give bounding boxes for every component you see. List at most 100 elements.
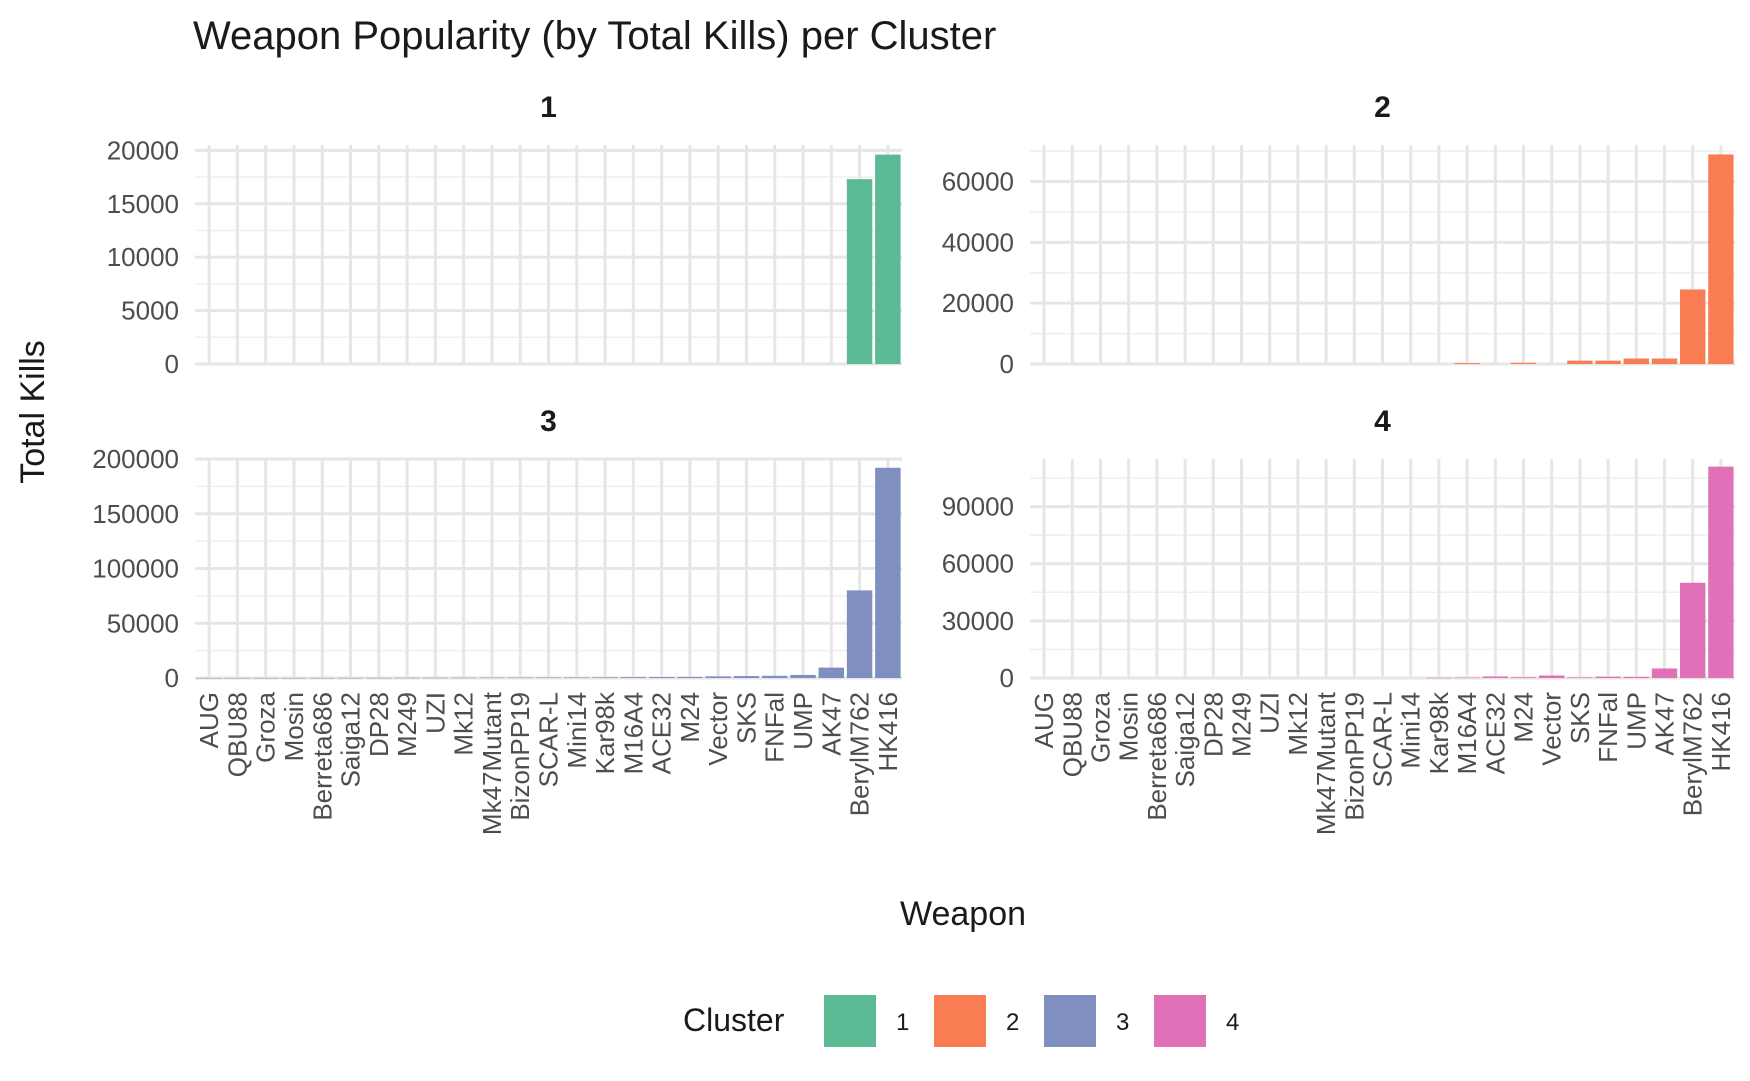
bar-ACE32 (1482, 676, 1508, 678)
bar-M24 (1510, 362, 1537, 364)
x-tick-label: BizonPP19 (1339, 692, 1369, 821)
x-tick-label: HK416 (1706, 692, 1736, 772)
facet-panels: 0 5000 10000 15000 20000 1 0 20000 40000 60000 2 0 5… (92, 91, 1736, 835)
x-tick-label: Mk47Mutant (477, 691, 507, 835)
x-tick-label: SCAR-L (1368, 692, 1398, 787)
x-tick-label: SCAR-L (534, 692, 564, 787)
x-tick-label: AK47 (816, 692, 846, 756)
y-tick-label: 100000 (92, 554, 179, 584)
x-tick-label: QBU88 (1057, 692, 1087, 777)
bar-SKS (733, 676, 760, 678)
y-tick-label: 60000 (942, 167, 1014, 197)
y-tick-label: 0 (1000, 663, 1014, 693)
bar-Kar98k (592, 677, 618, 678)
bar-ACE32 (648, 677, 675, 678)
bar-M16A4 (1454, 363, 1480, 364)
facet-panel-3: 0 50000 100000 150000 200000 3 AUGQBU88GrozaMo… (92, 405, 903, 835)
y-tick-label: 10000 (107, 242, 179, 272)
bar-Mosin (281, 677, 307, 679)
bar-Vector (1539, 675, 1565, 678)
x-tick-label: Kar98k (590, 691, 620, 774)
y-tick-label: 150000 (92, 499, 179, 529)
bar-AK47 (1651, 668, 1678, 678)
y-tick-label: 30000 (942, 606, 1014, 636)
facet-strip-label: 1 (540, 91, 557, 124)
bar-UMP (1623, 358, 1649, 364)
y-tick-label: 20000 (942, 288, 1014, 318)
bar-M16A4 (1454, 677, 1480, 679)
x-tick-label: ACE32 (1480, 692, 1510, 774)
x-tick-label: M16A4 (618, 692, 648, 774)
x-tick-label: AUG (194, 692, 224, 748)
x-tick-label: Saiga12 (336, 692, 366, 787)
x-tick-label: ACE32 (647, 692, 677, 774)
legend-key-2 (934, 995, 986, 1047)
legend-key-1 (824, 995, 876, 1047)
bar-AK47 (1651, 358, 1678, 364)
legend-label: 3 (1116, 1009, 1129, 1036)
chart-title: Weapon Popularity (by Total Kills) per C… (193, 14, 996, 58)
x-tick-label: M24 (675, 692, 705, 743)
bar-Berreta686 (309, 677, 335, 679)
legend-label: 1 (896, 1009, 909, 1036)
x-tick-label: M24 (1509, 692, 1539, 743)
bar-SKS (1567, 677, 1593, 678)
x-tick-label: AUG (1029, 692, 1059, 748)
x-tick-label: AK47 (1650, 692, 1680, 756)
legend-key-3 (1044, 995, 1096, 1047)
x-tick-label: Kar98k (1424, 691, 1454, 774)
y-axis-title: Total Kills (14, 340, 52, 484)
facet-strip-label: 4 (1374, 405, 1391, 438)
bar-BerylM762 (846, 179, 873, 364)
x-tick-label: QBU88 (222, 692, 252, 777)
bar-HK416 (875, 154, 901, 364)
bar-QBU88 (224, 677, 251, 679)
bar-M24 (1510, 677, 1537, 678)
y-tick-label: 0 (1000, 349, 1014, 379)
bar-Saiga12 (337, 677, 364, 679)
x-tick-label: Mosin (1114, 692, 1144, 761)
bar-Groza (252, 677, 279, 679)
bar-SCAR-L (535, 677, 562, 679)
bar-BerylM762 (1680, 289, 1706, 364)
x-tick-label: SKS (1565, 692, 1595, 744)
bar-Kar98k (1426, 677, 1452, 679)
y-tick-label: 200000 (92, 444, 179, 474)
x-tick-label: Mosin (279, 692, 309, 761)
facet-panel-4: 0 30000 60000 90000 4 AUGQBU88GrozaMosinBerre… (942, 405, 1736, 835)
legend-label: 4 (1226, 1009, 1239, 1036)
facet-panel-1: 0 5000 10000 15000 20000 1 (107, 91, 902, 379)
bar-M24 (677, 676, 703, 678)
x-tick-label: Vector (703, 692, 733, 766)
x-tick-label: Berreta686 (307, 692, 337, 821)
facet-panel-2: 0 20000 40000 60000 2 (942, 91, 1735, 379)
bar-SKS (1567, 360, 1593, 364)
x-tick-label: FNFal (760, 692, 790, 763)
legend-key-4 (1154, 995, 1206, 1047)
bar-FNFal (762, 675, 788, 678)
y-tick-label: 0 (165, 663, 179, 693)
x-tick-label: Groza (251, 691, 281, 762)
x-tick-label: Mk12 (449, 692, 479, 756)
legend-label: 2 (1006, 1009, 1019, 1036)
facet-strip-label: 3 (540, 405, 557, 438)
y-tick-label: 0 (165, 349, 179, 379)
bar-BerylM762 (1680, 582, 1706, 678)
legend-title: Cluster (683, 1002, 785, 1038)
x-tick-label: FNFal (1593, 692, 1623, 763)
x-tick-label: BerylM762 (845, 692, 875, 816)
x-tick-label: Mini14 (562, 692, 592, 769)
x-tick-label: Berreta686 (1142, 692, 1172, 821)
bar-BizonPP19 (507, 677, 533, 679)
x-tick-label: BerylM762 (1678, 692, 1708, 816)
bar-AK47 (818, 667, 845, 678)
bar-M249 (394, 677, 420, 679)
bar-FNFal (1595, 360, 1621, 364)
bar-Vector (705, 676, 731, 678)
y-tick-label: 40000 (942, 227, 1014, 257)
x-tick-label: M249 (1227, 692, 1257, 757)
x-tick-label: Groza (1086, 691, 1116, 762)
y-tick-label: 90000 (942, 492, 1014, 522)
x-tick-label: Mk12 (1283, 692, 1313, 756)
y-tick-label: 20000 (107, 135, 179, 165)
